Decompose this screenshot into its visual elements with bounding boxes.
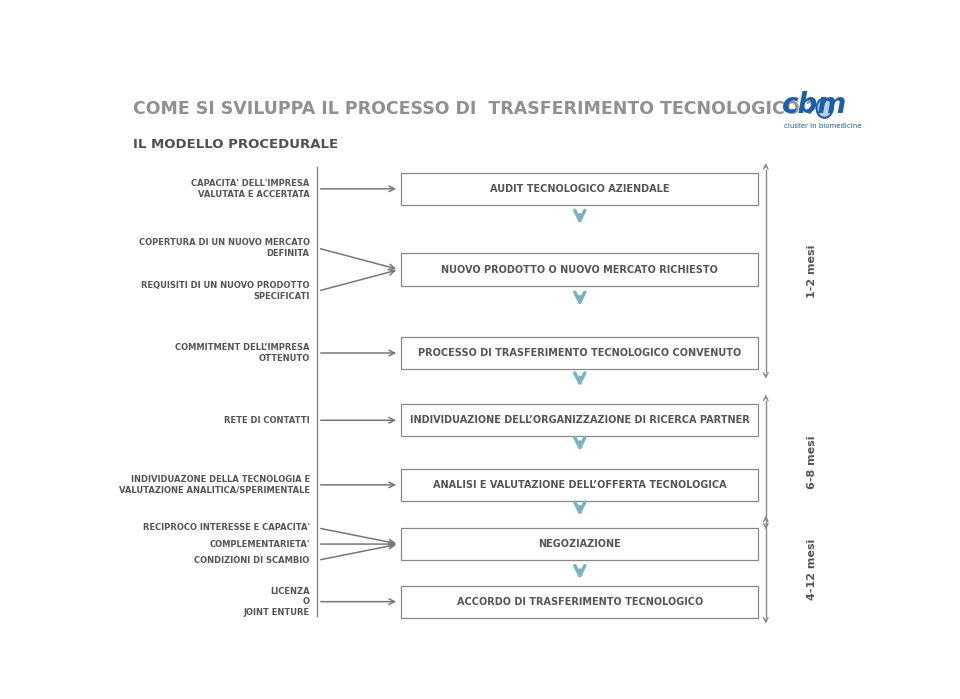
Text: CAPACITA' DELL'IMPRESA
VALUTATA E ACCERTATA: CAPACITA' DELL'IMPRESA VALUTATA E ACCERT… [191, 179, 310, 199]
Text: IL MODELLO PROCEDURALE: IL MODELLO PROCEDURALE [133, 138, 339, 151]
Text: cluster in biomedicine: cluster in biomedicine [784, 122, 862, 129]
Text: ACCORDO DI TRASFERIMENTO TECNOLOGICO: ACCORDO DI TRASFERIMENTO TECNOLOGICO [457, 597, 703, 607]
Text: 6-8 mesi: 6-8 mesi [807, 435, 817, 489]
FancyBboxPatch shape [401, 337, 758, 369]
Text: PROCESSO DI TRASFERIMENTO TECNOLOGICO CONVENUTO: PROCESSO DI TRASFERIMENTO TECNOLOGICO CO… [419, 348, 741, 358]
Text: LICENZA
O
JOINT ENTURE: LICENZA O JOINT ENTURE [244, 586, 310, 617]
Text: CONDIZIONI DI SCAMBIO: CONDIZIONI DI SCAMBIO [195, 556, 310, 565]
FancyBboxPatch shape [401, 173, 758, 205]
Text: RECIPROCO INTERESSE E CAPACITA': RECIPROCO INTERESSE E CAPACITA' [143, 524, 310, 533]
FancyBboxPatch shape [401, 469, 758, 501]
FancyBboxPatch shape [401, 528, 758, 560]
Text: 4-12 mesi: 4-12 mesi [807, 539, 817, 600]
FancyBboxPatch shape [401, 586, 758, 618]
Text: COPERTURA DI UN NUOVO MERCATO
DEFINITA: COPERTURA DI UN NUOVO MERCATO DEFINITA [139, 238, 310, 258]
FancyBboxPatch shape [401, 404, 758, 436]
Text: AUDIT TECNOLOGICO AZIENDALE: AUDIT TECNOLOGICO AZIENDALE [490, 184, 669, 194]
Text: COMPLEMENTARIETA': COMPLEMENTARIETA' [209, 540, 310, 549]
Text: INDIVIDUAZONE DELLA TECNOLOGIA E
VALUTAZIONE ANALITICA/SPERIMENTALE: INDIVIDUAZONE DELLA TECNOLOGIA E VALUTAZ… [119, 475, 310, 495]
Text: ANALISI E VALUTAZIONE DELL’OFFERTA TECNOLOGICA: ANALISI E VALUTAZIONE DELL’OFFERTA TECNO… [433, 480, 727, 490]
Text: NUOVO PRODOTTO O NUOVO MERCATO RICHIESTO: NUOVO PRODOTTO O NUOVO MERCATO RICHIESTO [442, 264, 718, 275]
Text: 1-2 mesi: 1-2 mesi [807, 244, 817, 298]
FancyBboxPatch shape [401, 254, 758, 286]
Polygon shape [817, 99, 832, 118]
Text: INDIVIDUAZIONE DELL’ORGANIZZAZIONE DI RICERCA PARTNER: INDIVIDUAZIONE DELL’ORGANIZZAZIONE DI RI… [410, 415, 750, 425]
Text: REQUISITI DI UN NUOVO PRODOTTO
SPECIFICATI: REQUISITI DI UN NUOVO PRODOTTO SPECIFICA… [141, 282, 310, 301]
Text: COMMITMENT DELL’IMPRESA
OTTENUTO: COMMITMENT DELL’IMPRESA OTTENUTO [176, 343, 310, 363]
Text: NEGOZIAZIONE: NEGOZIAZIONE [539, 539, 621, 549]
Text: RETE DI CONTATTI: RETE DI CONTATTI [224, 416, 310, 425]
Text: cbm: cbm [782, 92, 848, 120]
Text: COME SI SVILUPPA IL PROCESSO DI  TRASFERIMENTO TECNOLOGICO ?: COME SI SVILUPPA IL PROCESSO DI TRASFERI… [133, 100, 816, 118]
